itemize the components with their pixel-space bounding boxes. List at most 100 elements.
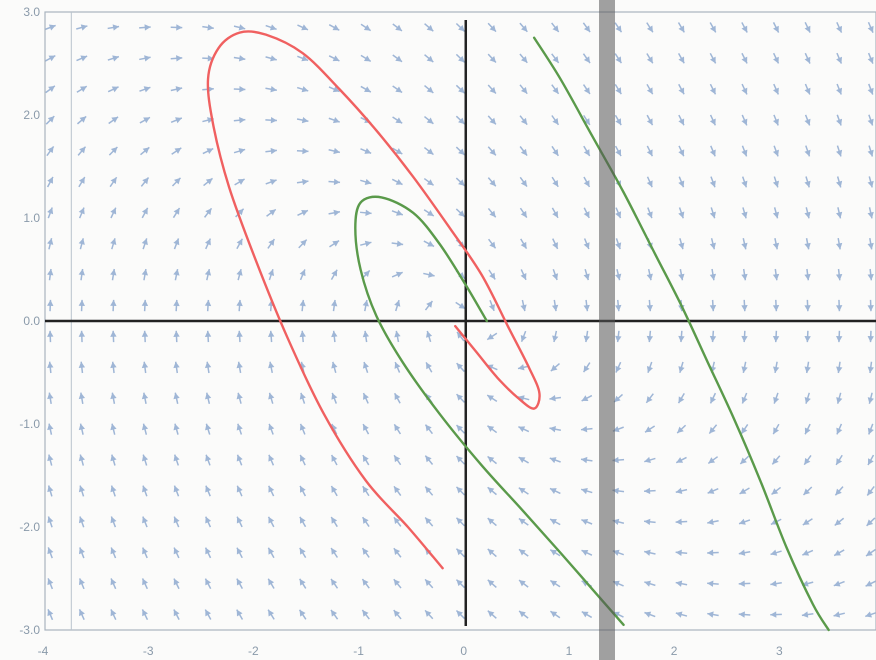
field-arrow-head [425, 424, 432, 432]
field-arrow-head [772, 366, 780, 373]
field-arrow-head [363, 424, 369, 431]
field-arrow-head [394, 393, 401, 401]
field-arrow-head [205, 392, 212, 400]
field-arrow-head [549, 457, 557, 464]
field-arrow-head [206, 148, 214, 155]
field-arrow-head [205, 178, 213, 185]
field-arrow-head [709, 211, 716, 219]
field-arrow-head [804, 427, 811, 435]
trajectory-2 [354, 195, 625, 627]
field-arrow-head [835, 211, 843, 219]
field-arrow-head [78, 547, 85, 555]
field-arrow-head [204, 361, 212, 369]
field-arrow-head [299, 299, 306, 307]
field-arrow-head [644, 549, 651, 556]
field-arrow-head [458, 302, 466, 309]
field-arrow-head [456, 455, 463, 463]
field-arrow-head [110, 269, 117, 276]
field-arrow-head [299, 454, 306, 462]
field-arrow-head [835, 242, 843, 250]
field-arrow-head [394, 455, 401, 463]
y-tick-label: 2.0 [23, 108, 40, 122]
field-arrow-head [646, 149, 653, 157]
field-arrow-head [204, 269, 212, 276]
field-arrow-head [866, 519, 874, 526]
field-arrow-head [393, 610, 401, 617]
field-arrow-head [173, 578, 180, 586]
field-arrow-head [675, 487, 683, 495]
field-arrow-head [299, 609, 306, 617]
field-arrow-head [583, 304, 590, 312]
field-arrow-head [709, 56, 716, 64]
field-arrow-head [458, 179, 465, 186]
field-arrow-head [771, 488, 779, 495]
field-arrow-head [205, 578, 212, 586]
field-arrow-head [646, 25, 653, 33]
field-arrow-head [678, 396, 685, 404]
field-arrow-head [426, 86, 434, 93]
field-arrow-head [142, 547, 148, 555]
field-arrow-head [47, 578, 54, 586]
field-arrow-head [804, 335, 811, 343]
field-arrow-head [394, 330, 401, 338]
field-arrow-head [615, 304, 622, 312]
field-arrow-head [518, 395, 525, 402]
field-arrow-head [239, 116, 246, 124]
field-arrow-head [581, 487, 588, 495]
y-tick-label: -2.0 [19, 520, 40, 534]
field-arrow-head [268, 239, 275, 246]
field-arrow-head [615, 118, 622, 126]
field-arrow-head [299, 578, 306, 586]
field-arrow-head [741, 149, 748, 157]
field-arrow-head [268, 361, 275, 369]
field-arrow-head [144, 55, 151, 62]
x-tick-label: -3 [143, 644, 154, 658]
field-arrow-head [583, 242, 590, 250]
field-arrow-head [239, 86, 246, 93]
field-arrow-head [741, 56, 748, 64]
field-arrow-head [834, 519, 842, 526]
field-arrow-head [552, 242, 558, 249]
field-arrow-head [773, 87, 779, 95]
field-arrow-head [770, 580, 777, 587]
field-arrow-head [646, 335, 654, 343]
field-arrow-head [518, 457, 526, 463]
field-arrow-head [301, 116, 309, 124]
field-arrow-head [804, 118, 811, 126]
field-arrow-head [362, 579, 369, 586]
field-arrow-head [549, 488, 557, 494]
field-arrow-head [770, 549, 778, 556]
field-arrow-head [425, 455, 432, 463]
field-arrow-head [489, 86, 496, 94]
field-arrow-head [301, 210, 308, 216]
field-arrow-head [425, 579, 432, 586]
field-arrow-head [110, 392, 117, 400]
field-arrow-head [236, 361, 243, 369]
field-arrow-head [78, 392, 86, 400]
field-arrow-head [709, 87, 716, 95]
field-arrow-head [362, 330, 370, 338]
field-arrow-head [707, 611, 714, 618]
field-arrow-head [331, 269, 338, 277]
field-arrow-head [867, 56, 874, 64]
field-arrow-head [520, 25, 528, 32]
field-arrow-head [173, 330, 180, 337]
field-arrow-head [270, 86, 277, 93]
field-arrow-head [552, 118, 559, 125]
field-arrow-head [678, 180, 685, 188]
field-arrow-head [78, 207, 85, 215]
field-arrow-head [865, 611, 872, 618]
field-arrow-head [804, 56, 811, 64]
field-arrow-head [709, 118, 716, 126]
field-arrow-head [393, 579, 401, 586]
field-arrow-head [207, 55, 214, 62]
field-arrow-head [176, 24, 183, 31]
field-arrow-head [395, 271, 403, 278]
field-arrow-head [110, 423, 117, 431]
field-arrow-head [363, 270, 370, 278]
field-arrow-head [867, 25, 874, 33]
field-arrow-head [364, 148, 372, 154]
field-arrow-head [741, 427, 748, 434]
field-arrow-head [78, 177, 85, 184]
field-arrow-head [867, 242, 874, 250]
